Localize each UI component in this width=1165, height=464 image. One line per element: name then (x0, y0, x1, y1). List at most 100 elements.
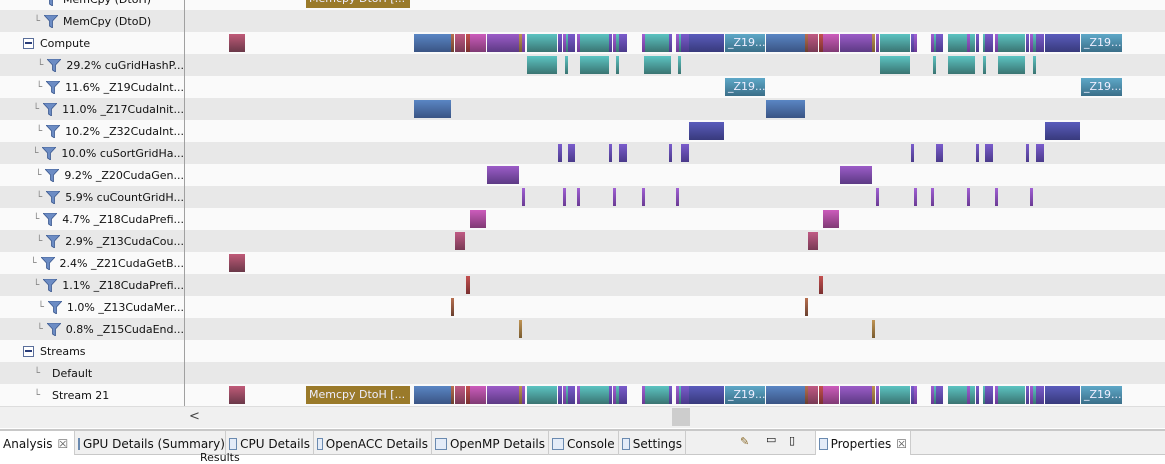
kernel-block[interactable] (808, 34, 818, 52)
kernel-block[interactable] (642, 386, 645, 404)
kernel-block[interactable] (823, 386, 839, 404)
row-label[interactable]: └ 10.2% _Z32CudaInt... (0, 120, 185, 142)
row-label[interactable]: └ 11.0% _Z17CudaInit... (0, 98, 185, 120)
kernel-block[interactable] (414, 100, 451, 118)
kernel-block[interactable] (451, 34, 454, 52)
kernel-block[interactable] (619, 144, 627, 162)
kernel-block[interactable] (229, 386, 245, 404)
maximize-icon[interactable]: ▯ (789, 434, 796, 447)
kernel-block[interactable] (931, 386, 934, 404)
kernel-block[interactable] (580, 34, 609, 52)
kernel-block[interactable] (840, 166, 872, 184)
kernel-block[interactable] (1030, 34, 1033, 52)
timeline-lane[interactable]: Memcpy DtoH [... (185, 0, 1165, 10)
kernel-block[interactable] (805, 34, 808, 52)
kernel-block[interactable] (995, 188, 998, 206)
row-label[interactable]: └ Default (0, 362, 185, 384)
row-label[interactable]: └ 0.8% _Z15CudaEnd... (0, 318, 185, 340)
kernel-block[interactable] (487, 386, 519, 404)
kernel-block[interactable] (823, 34, 839, 52)
kernel-block[interactable] (678, 56, 681, 74)
kernel-block[interactable] (805, 386, 808, 404)
kernel-block[interactable] (880, 386, 910, 404)
kernel-block[interactable] (616, 56, 619, 74)
kernel-block[interactable] (527, 34, 557, 52)
kernel-block[interactable] (466, 386, 470, 404)
scroll-left-arrow[interactable]: < (189, 409, 200, 424)
tab-openacc-details[interactable]: OpenACC Details (314, 431, 432, 456)
row-label[interactable]: └ Stream 21 (0, 384, 185, 406)
kernel-block[interactable] (819, 386, 823, 404)
kernel-block[interactable]: _Z19... (725, 78, 765, 96)
kernel-block[interactable] (872, 320, 875, 338)
kernel-block[interactable] (823, 210, 839, 228)
kernel-block[interactable] (676, 188, 679, 206)
kernel-block[interactable] (872, 386, 875, 404)
kernel-block[interactable] (568, 144, 575, 162)
kernel-block[interactable] (577, 188, 580, 206)
scroll-thumb[interactable] (672, 408, 690, 426)
kernel-block[interactable] (565, 34, 568, 52)
timeline-lane[interactable] (185, 252, 1165, 274)
kernel-block[interactable] (976, 386, 979, 404)
tab-gpu-details-summary-[interactable]: GPU Details (Summary) (75, 431, 226, 456)
tab-openmp-details[interactable]: OpenMP Details (432, 431, 549, 456)
horizontal-scrollbar[interactable]: < (0, 406, 1165, 428)
kernel-block[interactable] (455, 34, 465, 52)
kernel-block[interactable] (1033, 34, 1036, 52)
timeline-lane[interactable] (185, 274, 1165, 296)
kernel-block[interactable] (609, 386, 612, 404)
timeline-lane[interactable] (185, 54, 1165, 76)
kernel-block[interactable] (936, 386, 943, 404)
kernel-block[interactable] (609, 144, 612, 162)
kernel-block[interactable] (470, 34, 486, 52)
kernel-block[interactable] (948, 34, 975, 52)
kernel-block[interactable] (1026, 386, 1029, 404)
kernel-block[interactable]: Memcpy DtoH [... (306, 0, 410, 8)
row-label[interactable]: └ 29.2% cuGridHashP... (0, 54, 185, 76)
kernel-block[interactable] (914, 386, 917, 404)
collapse-icon[interactable] (23, 37, 34, 49)
kernel-block[interactable]: Memcpy DtoH [... (306, 386, 410, 404)
kernel-block[interactable] (681, 144, 689, 162)
row-label[interactable]: └ 2.9% _Z13CudaCou... (0, 230, 185, 252)
kernel-block[interactable] (669, 386, 672, 404)
kernel-block[interactable] (522, 34, 525, 52)
kernel-block[interactable] (995, 34, 998, 52)
tab-analysis[interactable]: Analysis ☒ (0, 431, 75, 456)
row-label[interactable]: └ 1.1% _Z18CudaPrefi... (0, 274, 185, 296)
kernel-block[interactable] (563, 386, 566, 404)
kernel-block[interactable] (527, 386, 557, 404)
kernel-block[interactable] (487, 34, 519, 52)
kernel-block[interactable] (933, 34, 936, 52)
kernel-block[interactable] (1033, 386, 1036, 404)
row-label[interactable]: Streams (0, 340, 185, 362)
kernel-block[interactable] (681, 34, 689, 52)
kernel-block[interactable] (1036, 386, 1044, 404)
kernel-block[interactable] (558, 386, 562, 404)
kernel-block[interactable]: _Z19... (1081, 386, 1122, 404)
kernel-block[interactable] (914, 188, 917, 206)
timeline-lane[interactable] (185, 230, 1165, 252)
kernel-block[interactable] (931, 188, 934, 206)
kernel-block[interactable] (681, 386, 689, 404)
kernel-block[interactable] (936, 34, 943, 52)
kernel-block[interactable] (995, 386, 998, 404)
kernel-block[interactable] (1030, 188, 1033, 206)
timeline-lane[interactable] (185, 362, 1165, 384)
row-label[interactable]: └ 4.7% _Z18CudaPrefi... (0, 208, 185, 230)
kernel-block[interactable] (577, 386, 580, 404)
kernel-block[interactable] (455, 386, 465, 404)
kernel-block[interactable] (766, 386, 805, 404)
timeline-lane[interactable] (185, 98, 1165, 120)
kernel-block[interactable] (808, 386, 818, 404)
kernel-block[interactable] (911, 144, 914, 162)
kernel-block[interactable] (470, 386, 486, 404)
kernel-block[interactable] (563, 188, 566, 206)
kernel-block[interactable] (998, 56, 1025, 74)
timeline-lane[interactable] (185, 164, 1165, 186)
kernel-block[interactable] (914, 34, 917, 52)
kernel-block[interactable] (229, 254, 245, 272)
kernel-block[interactable] (876, 34, 879, 52)
kernel-block[interactable] (644, 386, 671, 404)
